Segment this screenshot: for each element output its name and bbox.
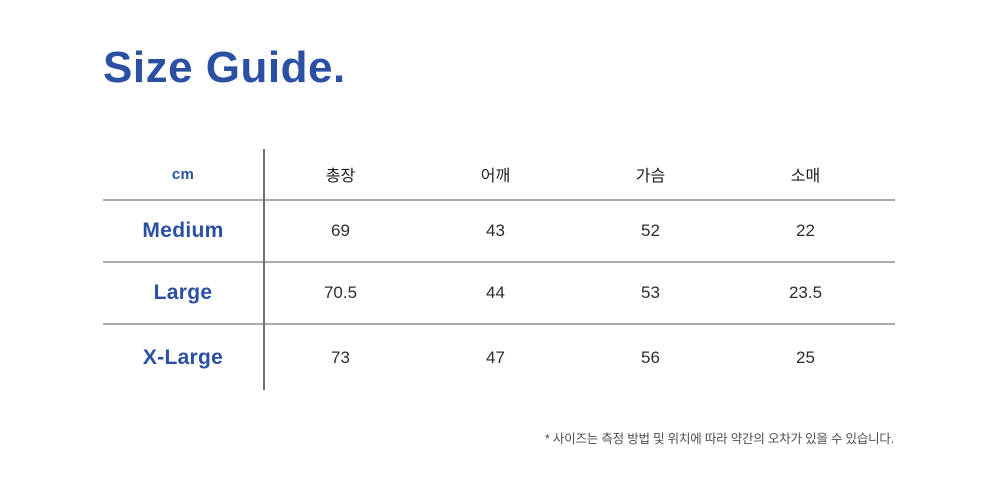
cell-large-shoulder: 44 <box>486 283 505 302</box>
unit-label: cm <box>171 165 195 183</box>
cell-large-chest: 53 <box>641 283 660 302</box>
table-row-medium: Medium 69 43 52 22 <box>103 201 895 263</box>
table-header-row: cm 총장 어깨 가슴 소매 <box>103 149 895 201</box>
table-row-large: Large 70.5 44 53 23.5 <box>103 263 895 325</box>
table-row-xlarge: X-Large 73 47 56 25 <box>103 325 895 390</box>
cell-large-total-length: 70.5 <box>323 283 358 302</box>
column-header-total-length: 총장 <box>325 168 356 185</box>
cell-xlarge-sleeve: 25 <box>796 347 815 367</box>
size-guide-table: cm 총장 어깨 가슴 소매 Medium 69 43 52 22 Large … <box>103 149 895 390</box>
cell-xlarge-total-length: 73 <box>331 347 350 367</box>
cell-xlarge-chest: 56 <box>641 347 660 367</box>
size-disclaimer-footnote: * 사이즈는 측정 방법 및 위치에 따라 약간의 오차가 있을 수 있습니다. <box>544 432 894 446</box>
cell-medium-shoulder: 43 <box>486 221 505 240</box>
size-label-medium: Medium <box>142 219 224 242</box>
cell-medium-total-length: 69 <box>331 221 350 240</box>
column-header-chest: 가슴 <box>635 168 666 185</box>
cell-large-sleeve: 23.5 <box>788 283 823 302</box>
cell-medium-sleeve: 22 <box>796 221 815 240</box>
table-vertical-divider <box>263 149 265 390</box>
page-title: Size Guide. <box>103 43 346 92</box>
column-header-sleeve: 소매 <box>790 168 821 185</box>
size-label-xlarge: X-Large <box>142 345 224 369</box>
cell-xlarge-shoulder: 47 <box>486 347 505 367</box>
size-label-large: Large <box>153 281 213 304</box>
cell-medium-chest: 52 <box>641 221 660 240</box>
column-header-shoulder: 어깨 <box>480 168 511 185</box>
